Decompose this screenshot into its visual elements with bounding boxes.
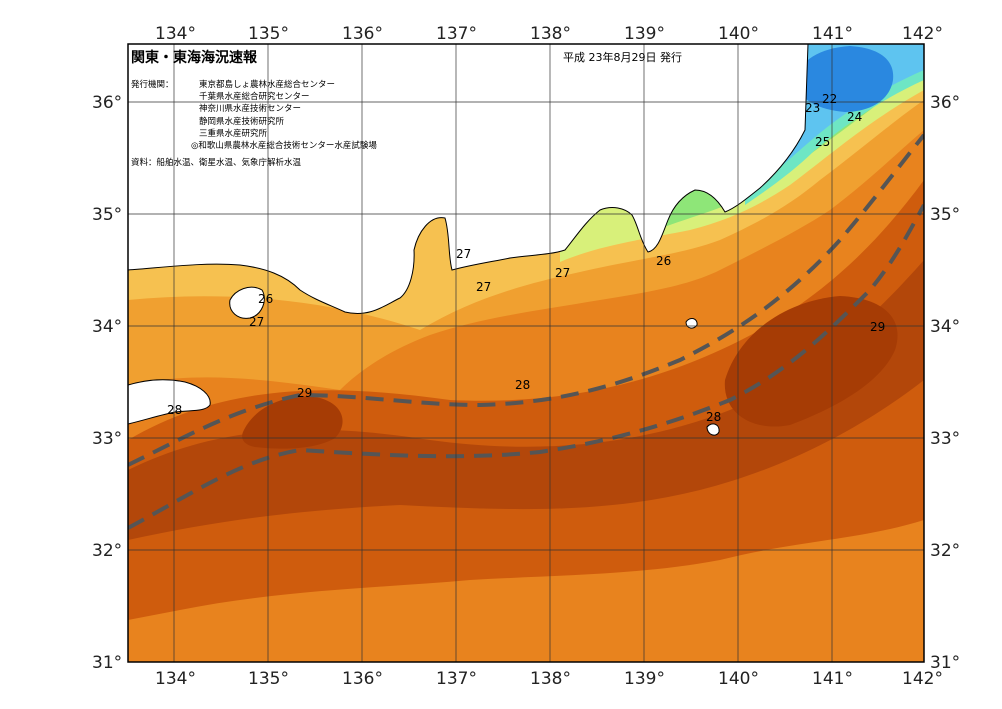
lon-tick-label: 137° (436, 24, 477, 44)
core-29-west (242, 396, 343, 449)
lon-tick-label: 135° (248, 669, 289, 689)
land-shikoku (128, 379, 211, 425)
lat-tick-label: 34° (930, 317, 960, 337)
core-29-south (128, 260, 924, 540)
issuer-item: 東京都島しょ農林水産総合センター (199, 80, 336, 90)
lon-tick-label: 139° (624, 24, 665, 44)
latitude-ticks-right: 36° 35° 34° 33° 32° 31° (930, 93, 960, 673)
zone-22 (795, 46, 894, 112)
contour-label: 28 (706, 410, 721, 424)
issuer-label: 発行機関： (131, 80, 174, 90)
kuroshio-path-south (128, 204, 924, 530)
lon-tick-label: 135° (248, 24, 289, 44)
contour-label: 25 (815, 135, 830, 149)
lon-tick-label: 138° (530, 24, 571, 44)
lat-tick-label: 36° (930, 93, 960, 113)
lon-tick-label: 140° (718, 24, 759, 44)
contour-label: 27 (249, 315, 264, 329)
map-frame (127, 43, 925, 663)
contour-label: 27 (555, 266, 570, 280)
lat-tick-label: 33° (92, 429, 122, 449)
latitude-ticks-left: 36° 35° 34° 33° 32° 31° (92, 93, 122, 673)
lat-tick-label: 31° (930, 653, 960, 673)
lat-tick-label: 32° (92, 541, 122, 561)
land-miyake (706, 423, 720, 436)
lat-tick-label: 35° (930, 205, 960, 225)
longitude-ticks-bottom: 134° 135° 136° 137° 138° 139° 140° 141° … (155, 669, 943, 689)
lon-tick-label: 142° (902, 24, 943, 44)
data-source: 資料：船舶水温、衛星水温、気象庁解析水温 (131, 158, 302, 168)
issue-date: 平成 23年8月29日 発行 (563, 51, 682, 64)
contour-label: 23 (805, 101, 820, 115)
contour-label: 28 (167, 403, 182, 417)
issuer-item: 三重県水産研究所 (199, 128, 268, 139)
lon-tick-label: 140° (718, 669, 759, 689)
issuer-item: 神奈川県水産技術センター (199, 104, 302, 115)
contour-label: 22 (822, 92, 837, 106)
lat-tick-label: 34° (92, 317, 122, 337)
contour-label: 26 (258, 292, 273, 306)
longitude-ticks-top: 134° 135° 136° 137° 138° 139° 140° 141° … (155, 24, 943, 44)
lon-tick-label: 139° (624, 669, 665, 689)
contour-label: 28 (515, 378, 530, 392)
temperature-field (128, 44, 924, 662)
lon-tick-label: 134° (155, 669, 196, 689)
issuer-item: ◎和歌山県農林水産総合技術センター水産試験場 (191, 141, 377, 152)
grid-lines (128, 44, 924, 662)
issuer-block: 発行機関： 東京都島しょ農林水産総合センター 千葉県水産総合研究センター 神奈川県… (131, 79, 377, 152)
land-izu-oshima (685, 317, 698, 329)
contour-label: 26 (656, 254, 671, 268)
issuer-item: 静岡県水産技術研究所 (199, 116, 285, 127)
lon-tick-label: 136° (342, 24, 383, 44)
core-29-east (724, 296, 898, 427)
lat-tick-label: 31° (92, 653, 122, 673)
contour-label: 27 (476, 280, 491, 294)
lat-tick-label: 36° (92, 93, 122, 113)
land-honshu (128, 44, 809, 314)
lon-tick-label: 137° (436, 669, 477, 689)
contour-label: 29 (870, 320, 885, 334)
lon-tick-label: 136° (342, 669, 383, 689)
lat-tick-label: 33° (930, 429, 960, 449)
warm-offshore-band (128, 180, 924, 620)
lon-tick-label: 141° (812, 24, 853, 44)
lat-tick-label: 35° (92, 205, 122, 225)
land-awaji-kii (229, 286, 265, 319)
map-title: 関東・東海海況速報 (131, 50, 257, 66)
contour-labels: 22 23 24 25 26 26 27 27 27 27 28 28 28 2… (167, 92, 885, 424)
lon-tick-label: 141° (812, 669, 853, 689)
lon-tick-label: 138° (530, 669, 571, 689)
issuer-item: 千葉県水産総合研究センター (199, 92, 310, 103)
lon-tick-label: 142° (902, 669, 943, 689)
contour-label: 24 (847, 110, 862, 124)
lat-tick-label: 32° (930, 541, 960, 561)
lon-tick-label: 134° (155, 24, 196, 44)
contour-label: 27 (456, 247, 471, 261)
contour-label: 29 (297, 386, 312, 400)
